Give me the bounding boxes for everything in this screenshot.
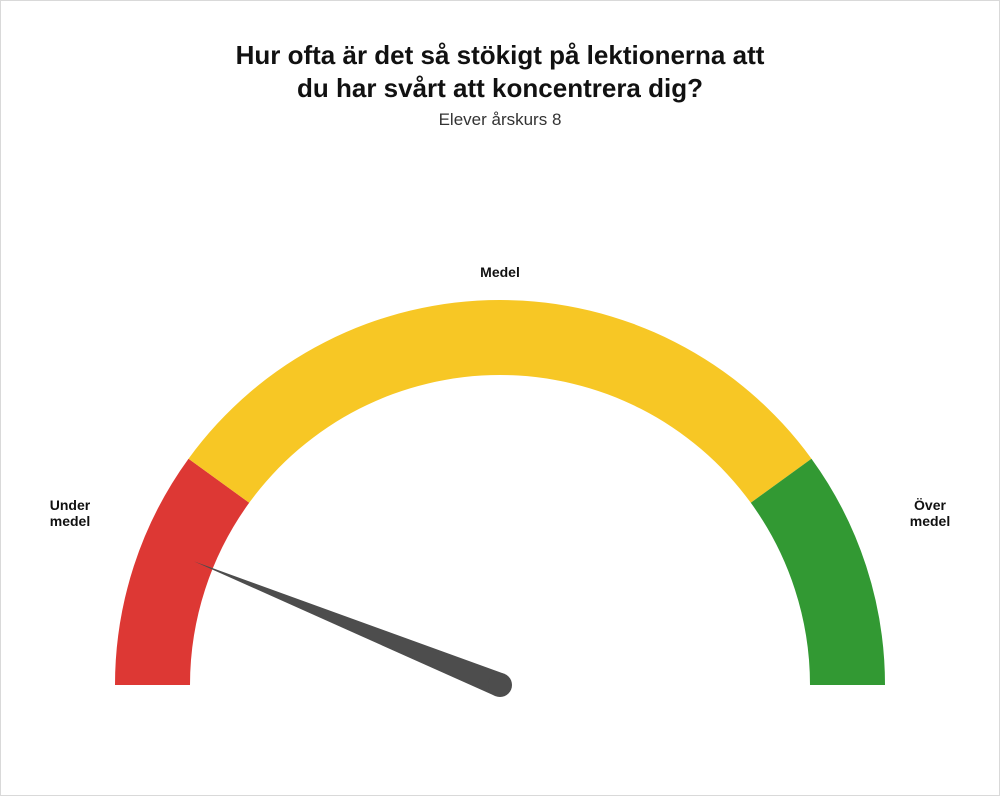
title-line-1: Hur ofta är det så stökigt på lektionern… — [236, 40, 765, 70]
gauge-needle — [194, 561, 504, 696]
chart-card: Hur ofta är det så stökigt på lektionern… — [0, 0, 1000, 796]
gauge-label-under: Undermedel — [50, 497, 91, 529]
gauge-segment-1 — [189, 300, 812, 503]
gauge-label-over: Övermedel — [910, 497, 950, 529]
gauge-svg: Undermedel Medel Övermedel — [20, 215, 980, 735]
gauge-label-medel: Medel — [480, 264, 520, 280]
chart-title: Hur ofta är det så stökigt på lektionern… — [1, 39, 999, 104]
gauge-segment-0 — [115, 459, 249, 685]
chart-subtitle: Elever årskurs 8 — [1, 110, 999, 130]
gauge-chart: Undermedel Medel Övermedel — [1, 215, 999, 735]
gauge-hub — [488, 673, 512, 697]
gauge-segment-2 — [751, 459, 885, 685]
title-line-2: du har svårt att koncentrera dig? — [297, 73, 703, 103]
